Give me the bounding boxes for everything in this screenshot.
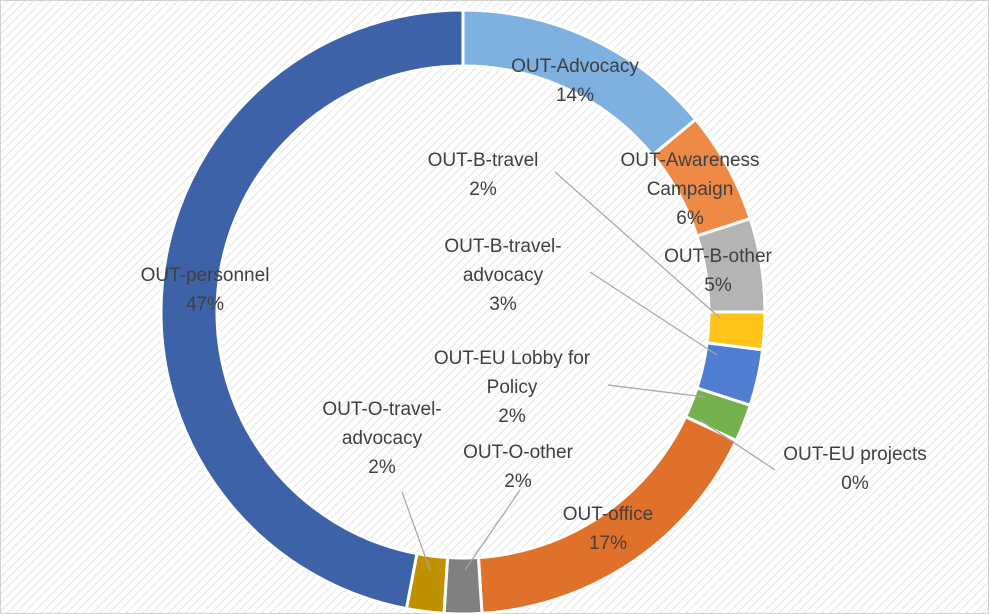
value-label: 2% [368,457,396,478]
data-label: OUT-EU Lobby for Policy 2% [412,344,612,431]
data-label: OUT-Advocacy 14% [450,52,700,110]
leader-line [401,491,431,571]
category-label: OUT-B-other [664,246,772,267]
category-label: OUT-B-travel-advocacy [444,236,562,286]
value-label: 47% [185,294,225,315]
category-label: OUT-O-other [463,442,573,463]
value-label: 3% [489,294,517,315]
data-label: OUT-O-other 2% [393,438,643,496]
data-label: OUT-office 17% [483,500,733,558]
category-label: OUT-EU projects [783,444,927,465]
value-label: 5% [704,275,732,296]
data-label: OUT-B-other 5% [593,242,843,300]
category-label: OUT-B-travel [427,150,539,171]
value-label: 0% [841,473,869,494]
data-label: OUT-O-travel-advocacy 2% [307,395,457,482]
leader-line [699,419,776,471]
donut-slice [159,8,465,611]
data-label: OUT-personnel 47% [80,261,330,319]
data-label: OUT-B-travel-advocacy 3% [428,232,578,319]
data-label: OUT-Awareness Campaign 6% [615,146,765,233]
leader-line [607,384,706,398]
data-label: OUT-B-travel 2% [358,146,608,204]
data-label: OUT-EU projects 0% [730,440,980,498]
value-label: 2% [469,179,497,200]
value-label: 14% [555,85,595,106]
category-label: OUT-office [562,504,654,525]
leader-line [464,489,521,571]
leader-line [554,171,721,319]
value-label: 2% [504,471,532,492]
category-label: OUT-EU Lobby for Policy [433,348,591,398]
value-label: 2% [498,406,526,427]
category-label: OUT-personnel [140,265,270,286]
category-label: OUT-Awareness Campaign [620,150,760,200]
value-label: 6% [676,208,704,229]
donut-slice [442,555,484,614]
category-label: OUT-Advocacy [511,56,639,77]
leader-line [589,271,718,356]
value-label: 17% [588,533,628,554]
category-label: OUT-O-travel-advocacy [322,399,442,449]
